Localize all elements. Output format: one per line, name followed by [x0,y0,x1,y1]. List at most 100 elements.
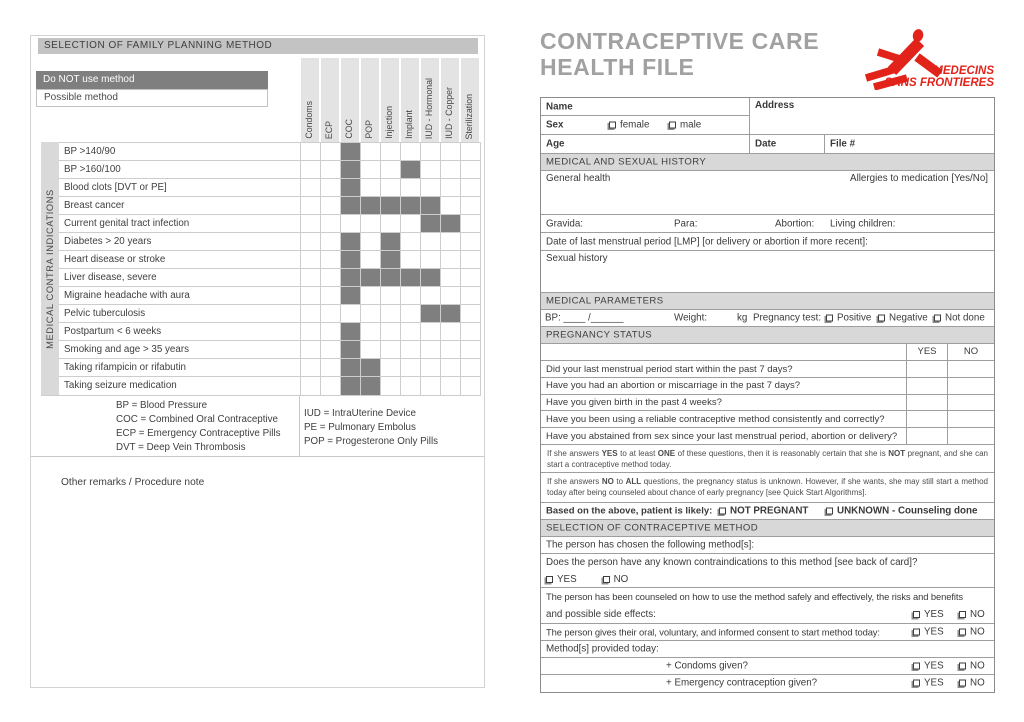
yes-checkbox[interactable] [913,628,920,636]
no-checkbox[interactable] [959,662,966,670]
answer-cell-no[interactable] [947,428,994,444]
male-checkbox[interactable] [669,121,676,129]
sexual-history-row[interactable]: Sexual history [541,251,994,293]
no-label: NO [970,626,985,638]
matrix-cell [321,197,341,214]
matrix-cell [461,305,481,322]
medical-parameters-bar: MEDICAL PARAMETERS [541,293,994,310]
matrix-cell [321,179,341,196]
matrix-cell [361,161,381,178]
matrix-cell [301,359,321,376]
matrix-column-label: IUD - Copper [444,87,454,139]
matrix-cell-do-not-use [381,233,401,250]
male-option: male [669,120,701,131]
matrix-cell [421,323,441,340]
matrix-side-strip: MEDICAL CONTRA INDICATIONS [41,142,59,395]
not-pregnant-checkbox[interactable] [719,507,726,515]
yes-checkbox[interactable] [913,610,920,618]
matrix-cell [441,323,461,340]
matrix-cell-do-not-use [361,377,381,395]
yes-checkbox[interactable] [546,575,553,583]
abbreviation-line: COC = Combined Oral Contraceptive [116,414,278,425]
emergency-contraception-row: + Emergency contraception given? YES NO [541,675,994,692]
no-checkbox[interactable] [959,679,966,687]
file-number-cell[interactable]: File # [824,135,994,153]
answer-cell-yes[interactable] [906,411,947,428]
answer-cell-no[interactable] [947,361,994,377]
matrix-row: Postpartum < 6 weeks [59,323,481,341]
answer-cell-no[interactable] [947,411,994,428]
answer-cell-yes[interactable] [906,428,947,444]
column-strip-fill [361,58,379,142]
matrix-cell [301,215,321,232]
column-strip-fill [461,58,479,142]
matrix-cell [321,143,341,160]
age-cell[interactable]: Age [541,135,749,153]
matrix-cell [361,251,381,268]
matrix-cell [321,323,341,340]
date-cell[interactable]: Date [749,135,824,153]
matrix-cell [441,341,461,358]
abbreviations-left: BP = Blood Pressure COC = Combined Oral C… [116,399,281,455]
yes-checkbox[interactable] [913,662,920,670]
general-health-row[interactable]: General health Allergies to medication [… [541,171,994,215]
matrix-cell [341,215,361,232]
matrix-cell [301,179,321,196]
matrix-cell [321,359,341,376]
matrix-row-label: Heart disease or stroke [59,251,301,268]
name-row[interactable]: Name [541,98,749,116]
matrix-cell [301,161,321,178]
msf-logo: MEDECINS SANS FRONTIERES [864,29,994,90]
unknown-checkbox[interactable] [826,507,833,515]
female-checkbox[interactable] [609,121,616,129]
address-cell[interactable]: Address [749,98,994,134]
methods-provided-row[interactable]: Method[s] provided today: [541,641,994,658]
matrix-column-5: Implant [401,58,421,142]
pregnancy-test-positive-option: Positive [826,313,871,324]
matrix-cell [401,287,421,304]
matrix-cell-do-not-use [341,161,361,178]
male-label: male [680,119,702,131]
matrix-cell [381,143,401,160]
answer-cell-no[interactable] [947,377,994,394]
matrix-cell [381,377,401,395]
matrix-cell [401,323,421,340]
matrix-row-label: BP >160/100 [59,161,301,178]
positive-checkbox[interactable] [826,314,833,322]
matrix-cell [361,215,381,232]
counseled-line2: and possible side effects: [546,608,656,620]
matrix-cell [401,377,421,395]
matrix-cell-do-not-use [341,197,361,214]
matrix-cell [441,251,461,268]
unknown-option: UNKNOWN - Counseling done [826,505,977,516]
ec-no-option: NO [959,678,985,689]
no-checkbox[interactable] [959,610,966,618]
matrix-cell [321,233,341,250]
yes-no-header-row: YES NO [541,344,994,361]
answer-cell-yes[interactable] [906,361,947,377]
negative-checkbox[interactable] [878,314,885,322]
answer-cell-yes[interactable] [906,394,947,411]
yes-checkbox[interactable] [913,679,920,687]
sexual-history-label: Sexual history [546,253,608,264]
pregnancy-test-notdone-option: Not done [934,313,985,324]
no-checkbox[interactable] [602,575,610,583]
answer-cell-yes[interactable] [906,377,947,394]
no-checkbox[interactable] [959,628,966,636]
pregnancy-question-text: Have you had an abortion or miscarriage … [546,380,801,392]
bp-field[interactable]: BP: ____ /______ [545,312,624,324]
not-done-checkbox[interactable] [934,314,941,322]
matrix-cell-do-not-use [341,341,361,358]
kg-label: kg [737,312,748,324]
emergency-contraception-label: + Emergency contraception given? [666,677,818,689]
abbreviations-right: IUD = IntraUterine Device PE = Pulmonary … [304,407,438,449]
chosen-method-row[interactable]: The person has chosen the following meth… [541,537,994,554]
contraindications-yes-option: YES [546,574,577,585]
matrix-column-8: Sterilization [461,58,481,142]
note-2: If she answers NO to ALL questions, the … [547,477,988,497]
gravida-para-row[interactable]: Gravida: Para: Abortion: Living children… [541,215,994,233]
answer-cell-no[interactable] [947,394,994,411]
lmp-row[interactable]: Date of last menstrual period [LMP] [or … [541,233,994,251]
consent-no-option: NO [959,626,985,637]
weight-label[interactable]: Weight: [674,312,708,324]
